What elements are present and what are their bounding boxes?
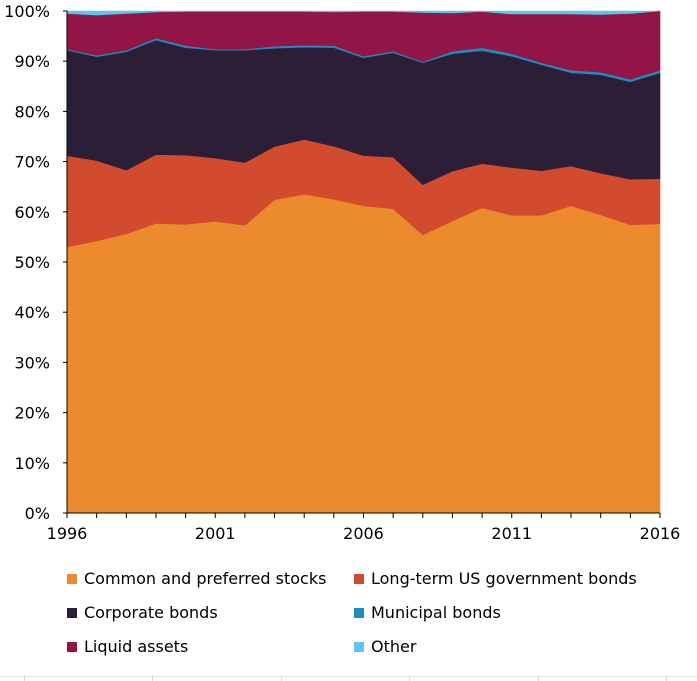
legend-item-government-bonds: Long-term US government bonds [354,569,637,589]
bottom-divider [0,676,697,677]
legend-label-government-bonds: Long-term US government bonds [371,569,637,588]
legend-label-liquid-assets: Liquid assets [84,637,189,656]
area-other [66,10,661,16]
legend-swatch-municipal-bonds [354,608,364,618]
divider-tick [666,676,667,681]
x-tick-label: 2016 [640,524,681,543]
legend-label-other: Other [371,637,417,656]
legend-item-liquid-assets: Liquid assets [67,637,188,657]
x-tick-label: 2001 [195,524,236,543]
y-tick-label: 80% [14,102,50,121]
legend-label-common-stocks: Common and preferred stocks [84,569,327,588]
legend-swatch-other [354,642,364,652]
legend-swatch-government-bonds [354,574,364,584]
y-tick-label: 50% [14,253,50,272]
y-tick-label: 10% [14,454,50,473]
legend-item-other: Other [354,637,416,657]
y-tick-label: 0% [25,504,50,523]
divider-tick [24,676,25,681]
y-tick-label: 90% [14,52,50,71]
legend-swatch-corporate-bonds [67,608,77,618]
y-tick-label: 60% [14,203,50,222]
stacked-area-chart: 0% 10% 20% 30% 40% 50% 60% 70% 80% 90% 100% 1996 200… [4,2,681,543]
area-common-and-preferred-stocks [66,193,661,514]
y-tick-label: 40% [14,303,50,322]
legend-swatch-liquid-assets [67,642,77,652]
legend-item-corporate-bonds: Corporate bonds [67,603,218,623]
x-tick-label: 2011 [491,524,532,543]
x-tick-label: 1996 [47,524,88,543]
divider-tick [152,676,153,681]
x-tick-label: 2006 [343,524,384,543]
y-tick-label: 100% [4,2,50,21]
divider-tick [409,676,410,681]
legend-item-common-stocks: Common and preferred stocks [67,569,326,589]
y-tick-label: 30% [14,353,50,372]
y-tick-label: 70% [14,153,50,172]
legend-label-corporate-bonds: Corporate bonds [84,603,218,622]
legend-label-municipal-bonds: Municipal bonds [371,603,501,622]
divider-tick [538,676,539,681]
legend: Common and preferred stocks Long-term US… [0,566,697,666]
y-tick-label: 20% [14,404,50,423]
divider-tick [281,676,282,681]
legend-item-municipal-bonds: Municipal bonds [354,603,501,623]
legend-swatch-common-stocks [67,574,77,584]
